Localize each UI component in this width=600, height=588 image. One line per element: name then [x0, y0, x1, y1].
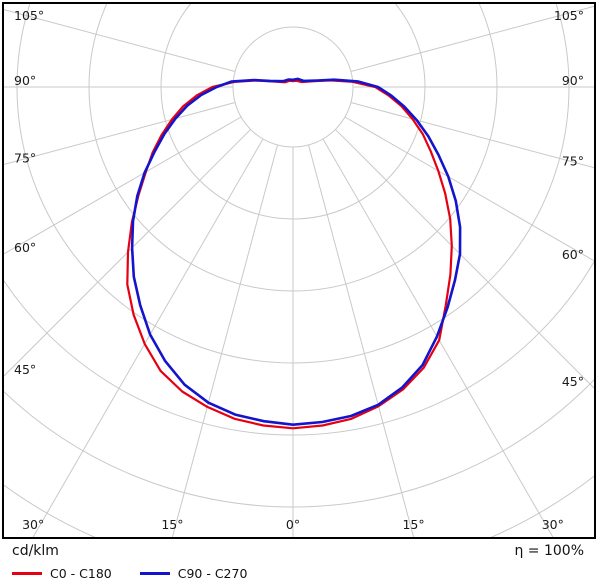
angle-tick-label: 105°: [14, 8, 44, 23]
angle-tick-label: 45°: [562, 374, 584, 389]
angle-tick-label: 30°: [542, 517, 564, 532]
grid-radial-line: [4, 102, 236, 165]
grid-radial-line: [344, 116, 594, 262]
angle-tick-label: 60°: [562, 247, 584, 262]
grid-radial-line: [322, 138, 554, 537]
legend: C0 - C180 C90 - C270: [2, 559, 596, 581]
polar-chart-frame: 0° 15° 15° 30° 30° 45° 45° 60° 60° 75° 75° 90° 90° 10…: [2, 2, 596, 539]
grid-radial-line: [335, 129, 594, 389]
grid-ring: [4, 260, 594, 436]
footer-top-row: cd/klm η = 100%: [2, 541, 596, 559]
angle-tick-label: 45°: [14, 362, 36, 377]
legend-item-c0-c180: C0 - C180: [12, 566, 112, 581]
grid-ring: [232, 26, 354, 148]
angle-tick-label: 0°: [286, 517, 300, 532]
angle-tick-label: 60°: [14, 240, 36, 255]
chart-footer: cd/klm η = 100% C0 - C180 C90 - C270: [2, 541, 596, 587]
grid-radial-line: [171, 144, 278, 537]
grid-ring: [4, 4, 594, 537]
intensity-curve-c0-c180: [126, 79, 453, 430]
legend-label-c0-c180: C0 - C180: [50, 566, 112, 581]
intensity-curve-c90-c270: [130, 77, 462, 426]
angle-tick-label: 90°: [562, 73, 584, 88]
grid-radial-line: [308, 144, 415, 537]
angle-tick-label: 75°: [14, 150, 36, 165]
unit-label: cd/klm: [12, 543, 59, 559]
angle-tick-label: 15°: [161, 517, 183, 532]
grid-radial-line: [350, 102, 594, 169]
legend-blue-line-swatch: [139, 572, 170, 575]
angle-tick-label: 90°: [14, 73, 36, 88]
angle-tick-label: 15°: [402, 517, 424, 532]
grid-radial-line: [4, 9, 236, 72]
legend-red-line-swatch: [12, 572, 42, 575]
grid-ring: [4, 475, 594, 537]
legend-item-c90-c270: C90 - C270: [139, 566, 248, 581]
angle-tick-label: 30°: [22, 517, 44, 532]
efficiency-label: η = 100%: [514, 543, 584, 559]
angle-tick-label: 75°: [562, 154, 584, 169]
polar-chart: 0° 15° 15° 30° 30° 45° 45° 60° 60° 75° 75° 90° 90° 10…: [4, 4, 594, 537]
legend-label-c90-c270: C90 - C270: [177, 566, 248, 581]
grid-radial-line: [32, 138, 264, 537]
grid-radial-line: [350, 5, 594, 72]
angle-tick-label: 105°: [554, 8, 584, 23]
grid-radial-line: [4, 116, 242, 255]
